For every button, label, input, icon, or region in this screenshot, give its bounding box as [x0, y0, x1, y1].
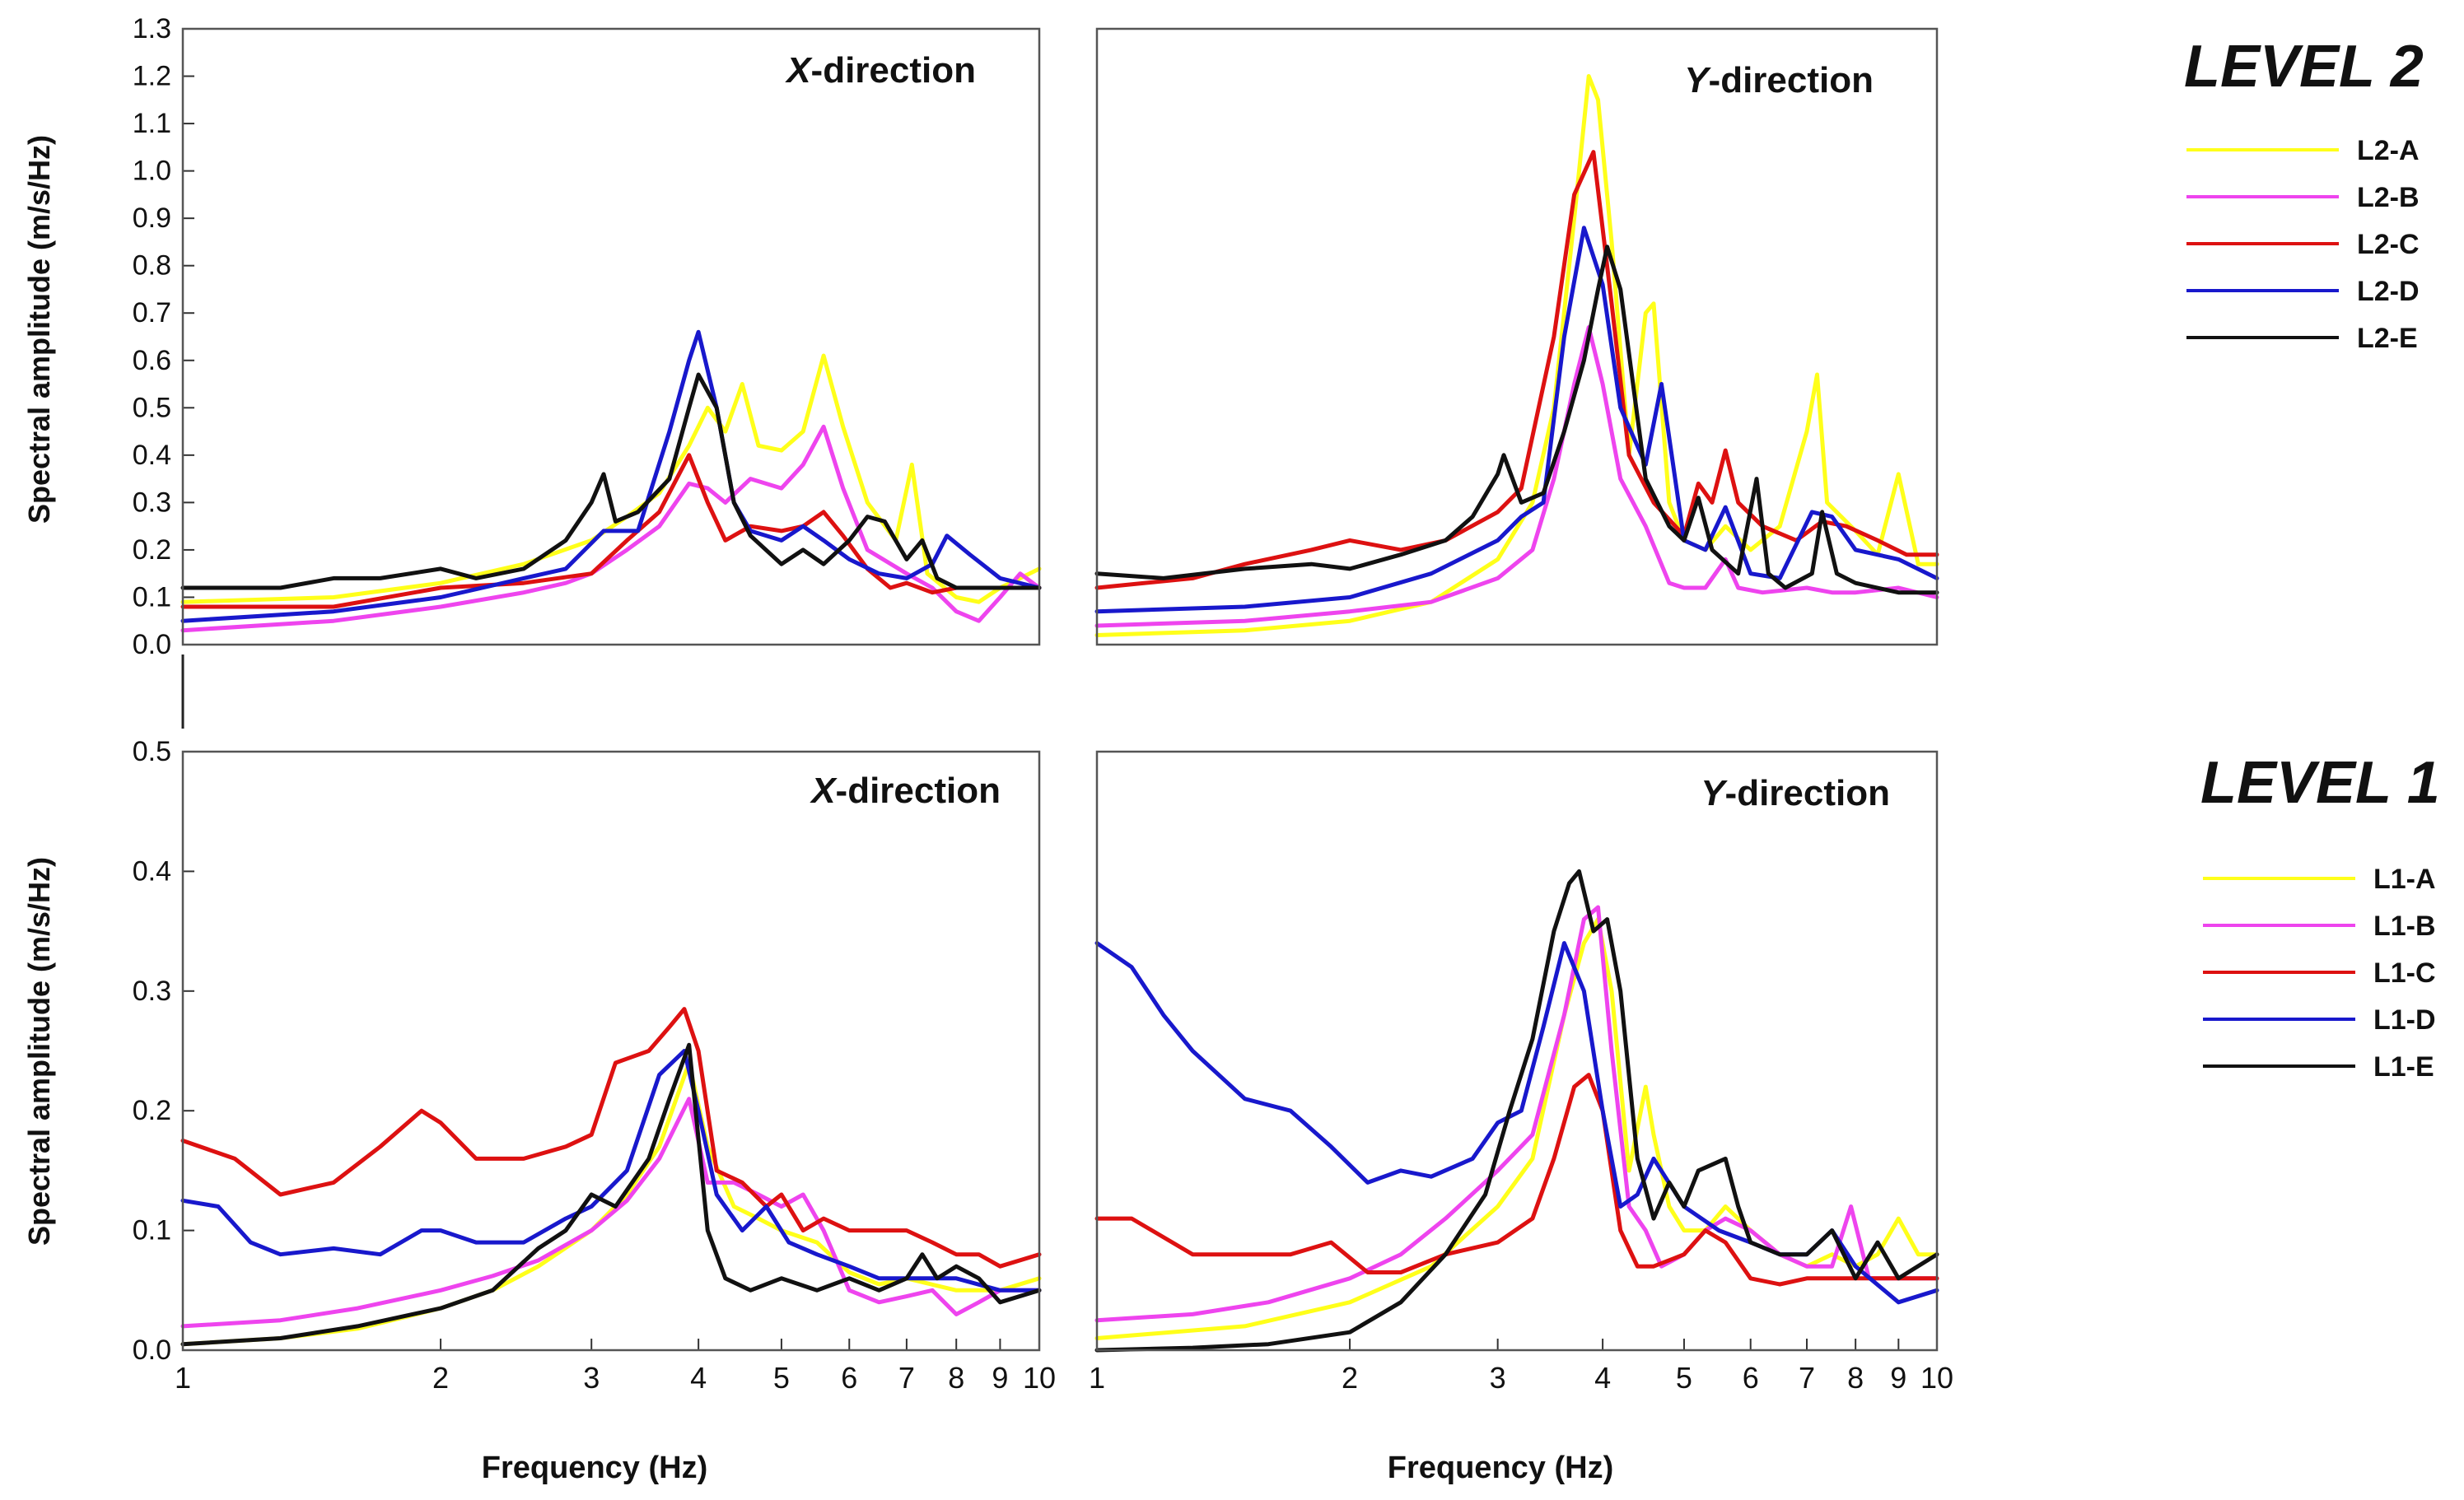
series-line-l1-c: [1094, 1073, 1939, 1287]
x-tick-label: 5: [1676, 1361, 1692, 1395]
series-line-l2-e: [180, 372, 1042, 590]
y-tick-label: 0.6: [133, 345, 171, 376]
plot-frame: [1095, 27, 1939, 646]
level-title: LEVEL 1: [2200, 750, 2440, 816]
x-tick-label: 9: [992, 1361, 1008, 1395]
legend-label: L1-E: [2373, 1051, 2434, 1083]
legend-level-1: LEVEL 1 L1-A L1-B L1-C L1-D L1-E: [2200, 750, 2440, 1083]
y-tick-label: 1.3: [133, 13, 171, 44]
x-tick-label: 8: [948, 1361, 964, 1395]
plot-frame: [1095, 750, 1939, 1352]
y-tick-label: 0.8: [133, 250, 171, 282]
x-tick-label: 5: [773, 1361, 790, 1395]
y-tick-label: 1.2: [133, 61, 171, 92]
panel-2: Y-direction: [1094, 27, 1939, 646]
y-tick-label: 0.3: [133, 487, 171, 518]
series-line-l2-a: [1094, 74, 1939, 637]
legend-label: L1-B: [2373, 911, 2436, 942]
y-tick-label: 1.1: [133, 108, 171, 139]
plot-frame: [181, 750, 1041, 1352]
y-axis-label: Spectral amplitude (m/s/Hz): [22, 135, 56, 524]
legend-label: L1-C: [2373, 957, 2436, 989]
series-line-l1-e: [1094, 869, 1939, 1353]
series-line-l1-d: [180, 1049, 1042, 1293]
direction-axis-letter: Y: [1701, 773, 1728, 813]
direction-suffix: -direction: [836, 771, 1001, 811]
x-tick-label: 1: [175, 1361, 191, 1395]
y-tick-label: 0.1: [133, 1215, 171, 1246]
panel-4: 1 2 3 4 5 6 7 8 9 10 Y-direction Frequency (Hz): [1089, 750, 1953, 1485]
direction-annotation: X-direction: [784, 50, 976, 91]
series-line-l2-e: [1094, 245, 1939, 595]
legend-label: L2-C: [2357, 229, 2420, 260]
series-line-l2-b: [1094, 325, 1939, 628]
direction-axis-letter: X: [809, 771, 838, 811]
direction-annotation: Y-direction: [1701, 773, 1890, 813]
y-tick-label: 0.2: [133, 534, 171, 566]
panel-1: 0.0 0.1 0.2 0.3 0.4 0.5 0.6 0.7 0.8 0.9 1.0 1.1 1.2 1…: [22, 13, 1042, 660]
legend-label: L2-D: [2357, 276, 2420, 307]
x-tick-label: 3: [1490, 1361, 1506, 1395]
series-line-l2-c: [180, 453, 1042, 609]
x-tick-label: 8: [1847, 1361, 1864, 1395]
y-tick-label: 0.0: [133, 1335, 171, 1366]
legend-label: L2-E: [2357, 323, 2418, 354]
x-tick-label: 2: [1342, 1361, 1358, 1395]
x-tick-label: 4: [690, 1361, 707, 1395]
direction-axis-letter: X: [784, 50, 813, 91]
legend-label: L2-B: [2357, 182, 2420, 213]
legend-label: L1-D: [2373, 1004, 2436, 1036]
series-line-l2-c: [1094, 150, 1939, 590]
x-tick-label: 1: [1089, 1361, 1105, 1395]
x-tick-label: 4: [1594, 1361, 1611, 1395]
y-tick-label: 0.4: [133, 440, 171, 471]
direction-suffix: -direction: [1725, 773, 1890, 813]
series-line-l1-e: [180, 1042, 1042, 1347]
direction-annotation: Y-direction: [1684, 60, 1874, 100]
x-tick-label: 9: [1890, 1361, 1906, 1395]
x-axis-label: Frequency (Hz): [1388, 1451, 1613, 1485]
series-line-l1-c: [180, 1007, 1042, 1269]
legend-label: L1-A: [2373, 864, 2436, 895]
series-line-l1-b: [1094, 905, 1939, 1323]
x-tick-label: 3: [583, 1361, 600, 1395]
plot-frame: [181, 27, 1041, 646]
legend-label: L2-A: [2357, 135, 2420, 166]
y-tick-label: 0.7: [133, 297, 171, 328]
panels: 0.0 0.1 0.2 0.3 0.4 0.5 0.6 0.7 0.8 0.9 1.0 1.1 1.2 1…: [22, 13, 1953, 1485]
y-tick-label: 0.2: [133, 1095, 171, 1126]
x-tick-label: 7: [1799, 1361, 1815, 1395]
y-tick-label: 0.0: [133, 629, 171, 660]
y-axis-label: Spectral amplitude (m/s/Hz): [22, 857, 56, 1246]
direction-suffix: -direction: [1709, 60, 1874, 100]
x-tick-label: 7: [898, 1361, 915, 1395]
x-axis-label: Frequency (Hz): [482, 1451, 707, 1485]
y-tick-label: 0.5: [133, 736, 171, 767]
x-tick-label: 6: [841, 1361, 857, 1395]
x-tick-label: 2: [432, 1361, 449, 1395]
direction-axis-letter: Y: [1684, 60, 1711, 100]
y-tick-label: 0.4: [133, 855, 171, 887]
panel-3: 0.0 0.1 0.2 0.3 0.4 0.5 1 2 3 4 5 6 7 8 9 10 X-direction…: [22, 736, 1056, 1485]
level-title: LEVEL 2: [2184, 34, 2424, 100]
x-tick-label: 10: [1920, 1361, 1953, 1395]
direction-suffix: -direction: [811, 50, 976, 91]
legend-level-2: LEVEL 2 L2-A L2-B L2-C L2-D L2-E: [2184, 34, 2424, 354]
x-tick-label: 6: [1743, 1361, 1759, 1395]
y-tick-label: 0.5: [133, 392, 171, 423]
direction-annotation: X-direction: [809, 771, 1001, 811]
x-tick-label: 10: [1023, 1361, 1056, 1395]
y-tick-label: 1.0: [133, 156, 171, 187]
y-tick-label: 0.1: [133, 581, 171, 613]
legends: LEVEL 2 L2-A L2-B L2-C L2-D L2-E LEVEL 1 L1-A L1…: [2184, 34, 2440, 1083]
y-tick-label: 0.9: [133, 203, 171, 234]
series-line-l2-b: [180, 424, 1042, 633]
y-tick-label: 0.3: [133, 976, 171, 1007]
